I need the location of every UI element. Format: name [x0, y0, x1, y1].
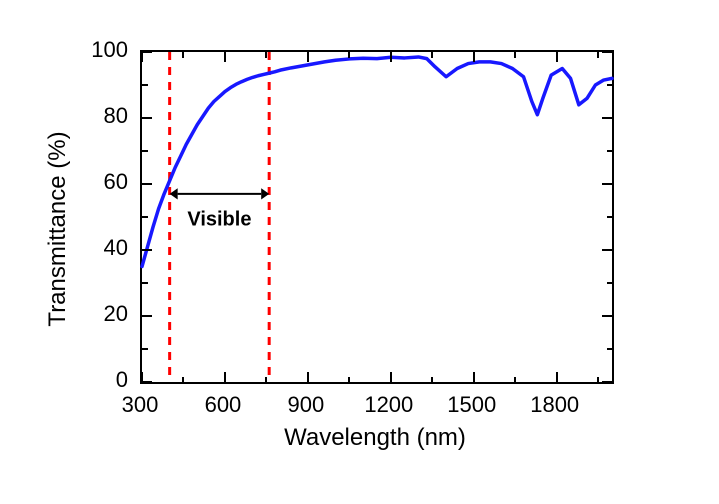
y-tick-label: 80 — [104, 103, 128, 129]
axis-tick — [473, 52, 475, 62]
axis-tick — [142, 348, 148, 350]
series-transmittance — [142, 57, 612, 267]
axis-tick — [556, 52, 558, 62]
x-tick-label: 1200 — [364, 392, 413, 418]
axis-tick — [142, 216, 148, 218]
y-tick-label: 0 — [116, 367, 128, 393]
axis-tick — [182, 52, 184, 58]
x-tick-label: 1800 — [530, 392, 579, 418]
y-axis-label: Transmittance (%) — [44, 131, 72, 326]
axis-tick — [602, 51, 612, 53]
axis-tick — [265, 377, 267, 383]
axis-tick — [142, 117, 152, 119]
y-tick-label: 100 — [91, 37, 128, 63]
axis-tick — [142, 150, 148, 152]
axis-tick — [142, 51, 152, 53]
axis-tick — [602, 117, 612, 119]
axis-tick — [602, 381, 612, 383]
axis-tick — [431, 52, 433, 58]
annotation-visible-label: Visible — [187, 209, 251, 232]
figure: Visible Wavelength (nm) Transmittance (%… — [0, 0, 719, 504]
axis-tick — [607, 150, 613, 152]
axis-tick — [602, 183, 612, 185]
x-tick-label: 600 — [205, 392, 242, 418]
axis-tick — [597, 377, 599, 383]
axis-tick — [224, 372, 226, 382]
axis-tick — [597, 52, 599, 58]
axis-tick — [514, 377, 516, 383]
axis-tick — [307, 372, 309, 382]
y-tick-label: 40 — [104, 235, 128, 261]
plot-area: Visible — [140, 50, 614, 384]
x-axis-label: Wavelength (nm) — [284, 424, 466, 452]
x-tick-label: 900 — [288, 392, 325, 418]
axis-tick — [142, 249, 152, 251]
axis-tick — [390, 372, 392, 382]
axis-tick — [142, 183, 152, 185]
axis-tick — [141, 52, 143, 62]
axis-tick — [602, 249, 612, 251]
axis-tick — [607, 282, 613, 284]
axis-tick — [182, 377, 184, 383]
y-tick-label: 60 — [104, 169, 128, 195]
visible-region-arrow — [170, 188, 270, 199]
axis-tick — [142, 84, 148, 86]
axis-tick — [431, 377, 433, 383]
axis-tick — [142, 381, 152, 383]
axis-tick — [348, 52, 350, 58]
x-tick-label: 1500 — [447, 392, 496, 418]
axis-tick — [224, 52, 226, 62]
axis-tick — [556, 372, 558, 382]
axis-tick — [142, 282, 148, 284]
y-tick-label: 20 — [104, 301, 128, 327]
axis-tick — [142, 315, 152, 317]
axis-tick — [307, 52, 309, 62]
axis-tick — [514, 52, 516, 58]
axis-tick — [473, 372, 475, 382]
axis-tick — [607, 216, 613, 218]
axis-tick — [607, 84, 613, 86]
axis-tick — [607, 348, 613, 350]
axis-tick — [265, 52, 267, 58]
axis-tick — [602, 315, 612, 317]
x-tick-label: 300 — [122, 392, 159, 418]
axis-tick — [348, 377, 350, 383]
axis-tick — [390, 52, 392, 62]
